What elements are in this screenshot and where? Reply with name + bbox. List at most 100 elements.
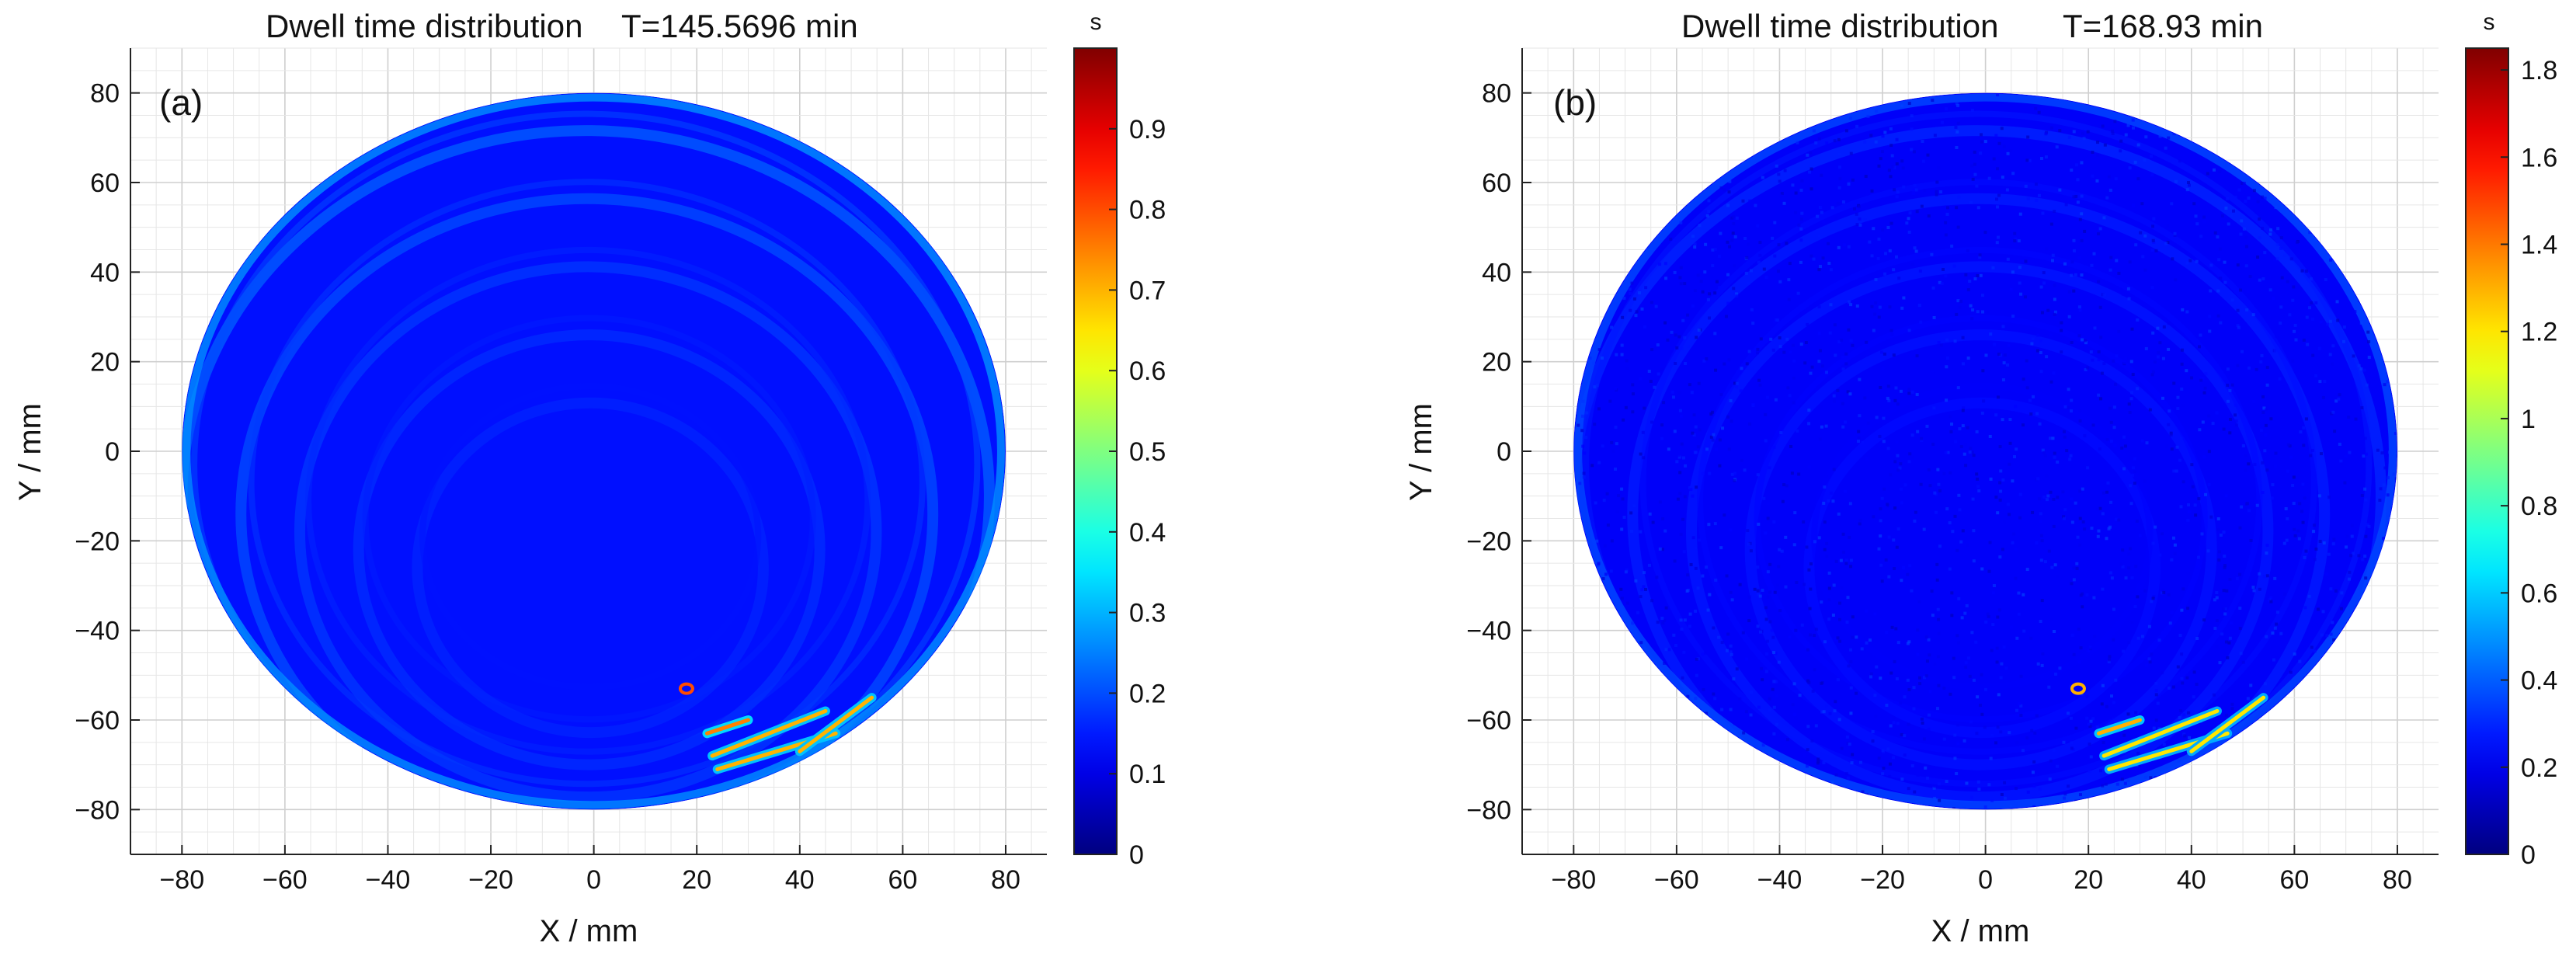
y-tick-label: −20 — [75, 527, 120, 556]
y-tick-label: 60 — [1482, 169, 1511, 198]
tool-path-band — [1697, 246, 2263, 755]
colorbar-tick-label: 1.6 — [2521, 143, 2557, 172]
panel-b-dwell-map — [1573, 92, 2397, 810]
aperture-rim — [1574, 93, 2397, 809]
panel-b-label: (b) — [1553, 82, 1597, 123]
colorbar-gradient — [2465, 47, 2509, 855]
panel-b-y-axis-label: Y / mm — [1404, 403, 1438, 501]
panel-a: Dwell time distribution T=145.5696 min −… — [13, 8, 1166, 948]
colorbar-tick-label: 0.6 — [1129, 357, 1166, 386]
panel-a-dwell-map — [182, 92, 1006, 810]
tool-path-band — [235, 193, 939, 810]
colorbar-tick-label: 0 — [1129, 840, 1144, 870]
colorbar-tick-label: 0.7 — [1129, 276, 1166, 305]
colorbar-tick-label: 0.2 — [1129, 679, 1166, 708]
panel-a-axes: −80 −60 −40 −20 0 20 40 60 80 −80 −60 −40 −20 0 20 40 60… — [75, 48, 1047, 895]
colorbar-tick-label: 0.4 — [1129, 518, 1166, 548]
y-tick-label: −60 — [75, 706, 120, 736]
panel-a-x-axis-label: X / mm — [540, 914, 638, 948]
tool-path-band — [1803, 397, 2161, 739]
y-tick-label: −20 — [1466, 527, 1511, 556]
y-tick-label: 0 — [105, 437, 120, 467]
x-tick-label: −80 — [1551, 865, 1596, 895]
hotspot-ring — [678, 682, 694, 695]
panel-b: Dwell time distribution T=168.93 min −80… — [1404, 8, 2557, 948]
tool-path-band — [362, 315, 816, 723]
tool-path-band — [1639, 179, 2317, 788]
y-tick-label: 40 — [1482, 258, 1511, 287]
colorbar-tick-label: 0.3 — [1129, 599, 1166, 628]
colorbar-tick-label: 1 — [2521, 405, 2536, 434]
x-tick-label: 0 — [586, 865, 601, 895]
tool-path-band — [1811, 383, 2154, 690]
panel-a-colorbar: 0 0.1 0.2 0.3 0.4 0.5 0.6 0.7 0.8 0.9 — [1073, 47, 1166, 870]
x-tick-label: 80 — [991, 865, 1020, 895]
tool-path-band — [305, 246, 871, 755]
y-tick-label: 0 — [1497, 437, 1511, 467]
panel-a-title: Dwell time distribution — [266, 8, 582, 44]
colorbar-tick-label: 0.6 — [2521, 579, 2557, 608]
hotspot-stroke — [2189, 695, 2266, 753]
tool-path-band — [419, 383, 762, 690]
hotspot-stroke — [2096, 718, 2143, 736]
y-tick-label: 60 — [90, 169, 120, 198]
x-tick-label: −80 — [159, 865, 204, 895]
x-tick-label: −40 — [366, 865, 411, 895]
x-tick-label: −20 — [1860, 865, 1905, 895]
x-tick-label: −40 — [1757, 865, 1803, 895]
tool-path-band — [248, 179, 926, 788]
y-tick-label: 80 — [90, 79, 120, 109]
y-tick-label: 20 — [90, 348, 120, 377]
panel-b-total-time: T=168.93 min — [2063, 8, 2263, 44]
tool-path-band — [412, 397, 769, 739]
hotspot-stroke — [798, 695, 874, 753]
hotspot-stroke — [704, 718, 751, 736]
dwell-noise-texture — [1577, 93, 2397, 810]
panel-a-label: (a) — [159, 82, 203, 123]
y-tick-label: 40 — [90, 258, 120, 287]
colorbar-tick-label: 0.9 — [1129, 115, 1166, 144]
y-tick-label: −40 — [1466, 617, 1511, 646]
y-tick-label: −80 — [75, 795, 120, 825]
colorbar-tick-label: 0.4 — [2521, 666, 2557, 696]
x-tick-label: 40 — [2177, 865, 2206, 895]
panel-b-colorbar-unit: s — [2484, 9, 2495, 35]
x-tick-label: 80 — [2383, 865, 2412, 895]
tool-path-band — [353, 329, 826, 770]
aperture-rim — [183, 93, 1005, 809]
y-tick-label: −40 — [75, 617, 120, 646]
panel-a-total-time: T=145.5696 min — [621, 8, 858, 44]
panel-b-x-axis-label: X / mm — [1931, 914, 2030, 948]
colorbar-tick-label: 0.8 — [2521, 492, 2557, 521]
panel-a-colorbar-unit: s — [1090, 9, 1102, 35]
colorbar-tick-label: 0.8 — [1129, 196, 1166, 225]
tool-path-band — [191, 110, 981, 810]
x-tick-label: −60 — [262, 865, 308, 895]
tool-path-band — [1754, 315, 2208, 723]
panel-b-title: Dwell time distribution — [1681, 8, 1998, 44]
y-tick-label: −60 — [1466, 706, 1511, 736]
x-tick-label: 20 — [682, 865, 711, 895]
y-tick-label: 80 — [1482, 79, 1511, 109]
tool-path-band — [1627, 193, 2331, 810]
y-tick-label: −80 — [1466, 795, 1511, 825]
colorbar-tick-label: 0.5 — [1129, 437, 1166, 467]
colorbar-tick-label: 0.1 — [1129, 760, 1166, 789]
tool-path-band — [1685, 261, 2274, 803]
colorbar-tick-label: 1.4 — [2521, 230, 2557, 259]
hotspot-ring — [2070, 682, 2086, 695]
x-tick-label: −20 — [468, 865, 513, 895]
panel-a-y-axis-label: Y / mm — [13, 403, 47, 501]
hotspot-stroke — [710, 708, 828, 758]
x-tick-label: −60 — [1654, 865, 1699, 895]
colorbar-tick-label: 0 — [2521, 840, 2536, 870]
x-tick-label: 60 — [2279, 865, 2309, 895]
x-tick-label: 0 — [1978, 865, 1993, 895]
x-tick-label: 20 — [2074, 865, 2103, 895]
colorbar-tick-label: 0.2 — [2521, 753, 2557, 783]
hotspot-stroke — [2101, 708, 2220, 758]
x-tick-label: 40 — [785, 865, 815, 895]
colorbar-tick-label: 1.2 — [2521, 318, 2557, 347]
tool-path-band — [294, 261, 882, 803]
